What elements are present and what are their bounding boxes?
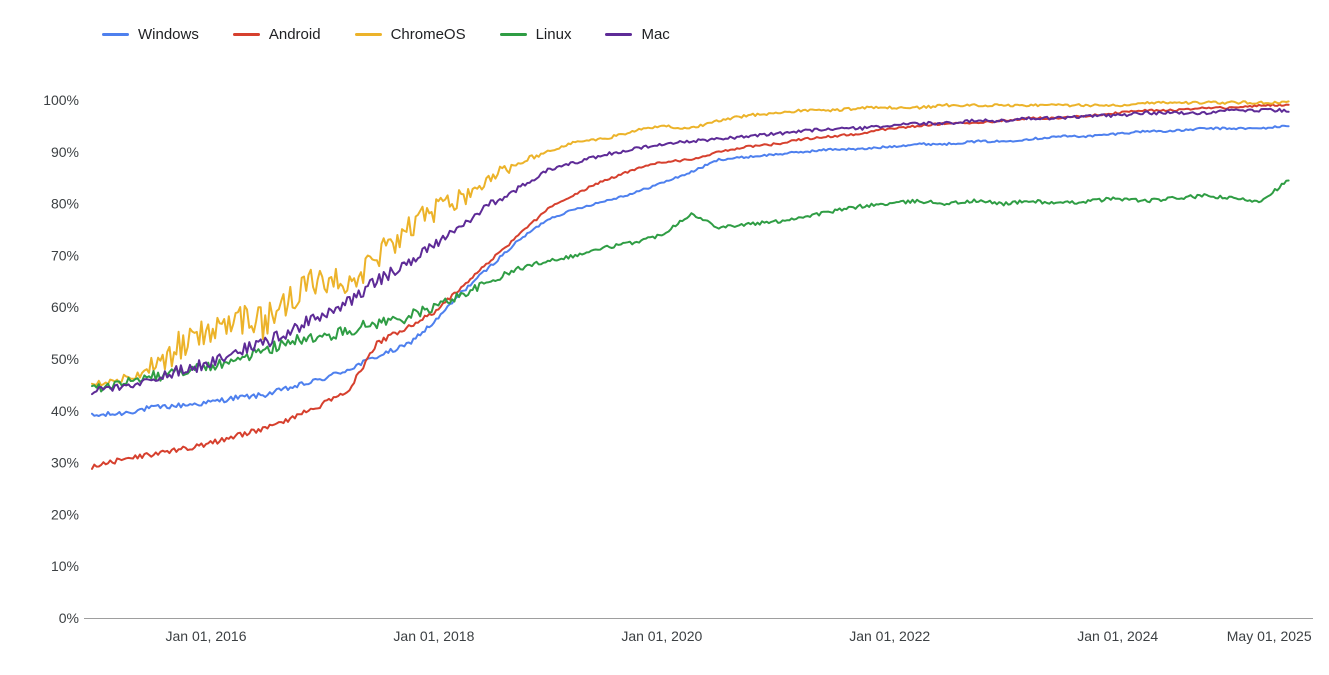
legend-item-chromeos[interactable]: ChromeOS [354,26,466,43]
x-axis-tick-label: Jan 01, 2024 [1077,628,1158,644]
legend-item-linux[interactable]: Linux [499,26,572,43]
x-axis-tick-label: May 01, 2025 [1227,628,1312,644]
legend-item-android[interactable]: Android [232,26,321,43]
y-axis-tick-label: 20% [51,506,79,522]
legend-swatch-android-icon [232,32,260,37]
series-line-chromeos[interactable] [91,100,1290,387]
series-line-windows[interactable] [91,124,1290,417]
legend-label: Windows [138,26,199,43]
x-axis-tick-label: Jan 01, 2022 [849,628,930,644]
legend-label: Linux [535,26,572,43]
y-axis-tick-label: 0% [59,610,79,626]
y-axis-tick-label: 100% [43,92,79,108]
legend-item-mac[interactable]: Mac [605,26,670,43]
chart-legend: Windows Android ChromeOS Linux Mac [102,26,670,43]
series-line-linux[interactable] [91,179,1290,393]
legend-swatch-chromeos-icon [354,32,382,37]
legend-label: ChromeOS [390,26,466,43]
y-axis-tick-label: 10% [51,558,79,574]
legend-swatch-windows-icon [102,32,129,37]
series-line-android[interactable] [91,103,1290,470]
y-axis-tick-label: 50% [51,351,79,367]
y-axis-tick-label: 90% [51,144,79,160]
legend-label: Mac [641,26,670,43]
y-axis-tick-label: 60% [51,299,79,315]
legend-swatch-linux-icon [499,32,527,37]
y-axis-tick-label: 80% [51,196,79,212]
x-axis-tick-label: Jan 01, 2018 [393,628,474,644]
series-line-mac[interactable] [91,107,1290,396]
y-axis-tick-label: 70% [51,247,79,263]
x-axis-tick-label: Jan 01, 2020 [621,628,702,644]
legend-swatch-mac-icon [605,32,633,37]
y-axis-tick-label: 30% [51,455,79,471]
x-axis-tick-label: Jan 01, 2016 [166,628,247,644]
y-axis-tick-label: 40% [51,403,79,419]
legend-label: Android [268,26,321,43]
legend-item-windows[interactable]: Windows [102,26,199,43]
